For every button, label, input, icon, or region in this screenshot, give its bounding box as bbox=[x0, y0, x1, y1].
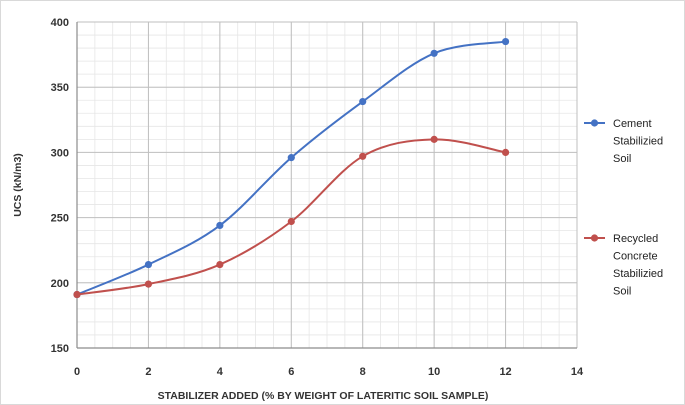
series-1-point bbox=[430, 49, 438, 57]
x-axis-label: STABILIZER ADDED (% BY WEIGHT OF LATERIT… bbox=[158, 390, 489, 402]
x-tick-label: 14 bbox=[571, 366, 584, 378]
legend-label-line: Soil bbox=[613, 286, 631, 298]
y-tick-label: 300 bbox=[51, 147, 69, 159]
legend-swatch-marker bbox=[590, 234, 599, 242]
y-tick-label: 400 bbox=[51, 17, 69, 29]
legend-label-line: Concrete bbox=[613, 251, 658, 263]
y-tick-label: 350 bbox=[51, 82, 69, 94]
legend-entry-2: Recycled Concrete Stabilizied Soil bbox=[584, 233, 663, 298]
series-2-point bbox=[287, 217, 295, 226]
series-1-point bbox=[359, 97, 367, 106]
x-tick-label: 12 bbox=[499, 366, 511, 378]
legend-label-line: Stabilizied bbox=[613, 268, 663, 280]
y-tick-label: 150 bbox=[51, 343, 69, 355]
legend-entry-1: Cement Stabilizied Soil bbox=[584, 118, 663, 165]
legend-label-line: Recycled bbox=[613, 233, 658, 245]
x-tick-label: 8 bbox=[360, 366, 366, 378]
series-2-point bbox=[501, 148, 510, 156]
x-tick-label: 2 bbox=[145, 366, 151, 378]
x-tick-label: 10 bbox=[428, 366, 440, 378]
series-1-point bbox=[216, 221, 224, 230]
x-tick-label: 4 bbox=[217, 366, 224, 378]
series-1-point bbox=[501, 37, 510, 46]
y-tick-label: 200 bbox=[51, 278, 69, 290]
series-layer bbox=[73, 37, 510, 299]
x-tick-label: 6 bbox=[288, 366, 294, 378]
series-2-point bbox=[359, 152, 367, 160]
series-2 bbox=[73, 135, 510, 299]
series-1-point bbox=[287, 154, 295, 162]
legend-swatch-marker bbox=[590, 119, 599, 127]
series-2-point bbox=[430, 135, 438, 143]
series-2-point bbox=[216, 260, 224, 269]
tick-labels: 0 2 4 6 8 10 12 14 150 200 250 300 350 400 bbox=[51, 17, 584, 378]
y-tick-label: 250 bbox=[51, 213, 69, 225]
y-axis-label: UCS (kN/m3) bbox=[12, 153, 24, 217]
series-2-point bbox=[144, 280, 153, 288]
series-2-point bbox=[73, 290, 81, 299]
minor-grid bbox=[76, 21, 578, 349]
legend: Cement Stabilizied Soil Recycled Concrete Sta… bbox=[584, 118, 663, 298]
series-1-point bbox=[144, 260, 153, 269]
legend-label-line: Cement bbox=[613, 118, 652, 130]
legend-label-line: Soil bbox=[613, 153, 631, 165]
legend-label-line: Stabilizied bbox=[613, 136, 663, 148]
x-tick-label: 0 bbox=[74, 366, 80, 378]
